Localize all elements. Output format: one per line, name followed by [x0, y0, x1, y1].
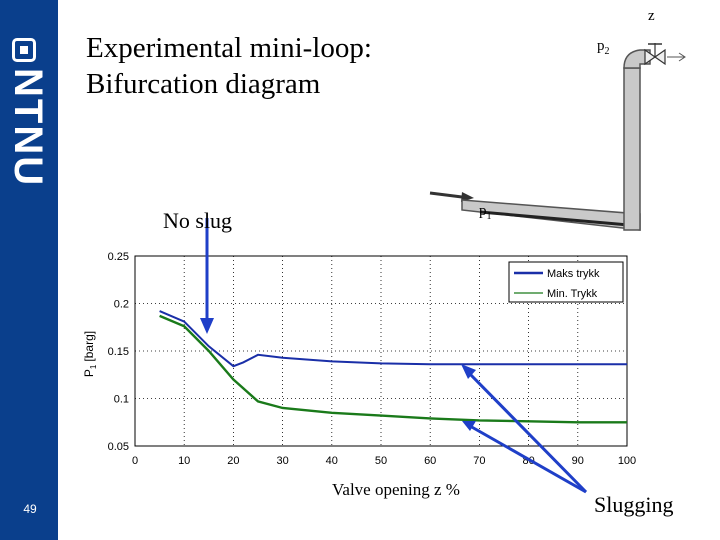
- series-line-min-trykk: [159, 314, 627, 424]
- slugging-arrow-lower: [469, 424, 587, 494]
- series-group: [159, 310, 627, 424]
- y-tick-labels: 0.05 0.1 0.15 0.2 0.25: [108, 251, 129, 453]
- x-tick-label: 100: [618, 455, 636, 467]
- logo-icon: [12, 38, 36, 62]
- slide-number: 49: [23, 502, 37, 516]
- x-tick-label: 60: [424, 455, 436, 467]
- pipe-liquid: [479, 210, 641, 228]
- y-tick-label: 0.25: [108, 251, 129, 263]
- y-tick-label: 0.15: [108, 346, 129, 358]
- x-tick-label: 50: [375, 455, 387, 467]
- valve-label: z: [648, 8, 655, 24]
- no-slug-arrowhead: [200, 318, 214, 334]
- p1-label: p1: [479, 203, 492, 222]
- legend-box: [508, 261, 624, 303]
- x-tick-label: 20: [227, 455, 239, 467]
- outlet-arrowhead: [678, 52, 686, 62]
- y-tick-label: 0.05: [108, 441, 129, 453]
- y-tick-label: 0.1: [114, 394, 129, 406]
- legend: Maks trykk Min. Trykk: [508, 261, 624, 303]
- valve-icon-right: [653, 48, 666, 66]
- no-slug-label: No slug: [163, 208, 233, 233]
- legend-label-maks: Maks trykk: [547, 268, 600, 280]
- brand-sidebar: NTNU 49: [0, 0, 58, 540]
- slugging-arrowhead-lower: [462, 421, 476, 431]
- y-tick-label: 0.2: [114, 299, 129, 311]
- y-axis-label: P1[barg]: [82, 331, 98, 377]
- x-tick-label: 90: [572, 455, 584, 467]
- x-tick-label: 40: [326, 455, 338, 467]
- top-bend: [623, 49, 651, 69]
- inlet-arrow: [429, 191, 463, 199]
- x-tick-label: 10: [178, 455, 190, 467]
- series-line-maks-trykk: [159, 310, 627, 368]
- title-line-1: Experimental mini-loop:: [86, 32, 372, 64]
- title-line-2: Bifurcation diagram: [86, 68, 321, 100]
- annotation-arrows: [200, 218, 588, 494]
- x-tick-label: 70: [473, 455, 485, 467]
- slide-title: Experimental mini-loop: Bifurcation diag…: [86, 30, 416, 102]
- valve-icon[interactable]: [644, 48, 657, 66]
- p2-label: p2: [597, 38, 610, 57]
- x-tick-label: 30: [276, 455, 288, 467]
- legend-label-min: Min. Trykk: [547, 288, 598, 300]
- slugging-arrow-upper: [466, 370, 588, 494]
- x-axis-label: Valve opening z %: [332, 480, 460, 499]
- slugging-label: Slugging: [594, 492, 674, 517]
- x-tick-labels: 0102030405060708090100: [132, 455, 636, 467]
- slugging-arrowhead-upper: [461, 364, 476, 379]
- logo-text: NTNU: [6, 68, 50, 188]
- x-tick-label: 0: [132, 455, 138, 467]
